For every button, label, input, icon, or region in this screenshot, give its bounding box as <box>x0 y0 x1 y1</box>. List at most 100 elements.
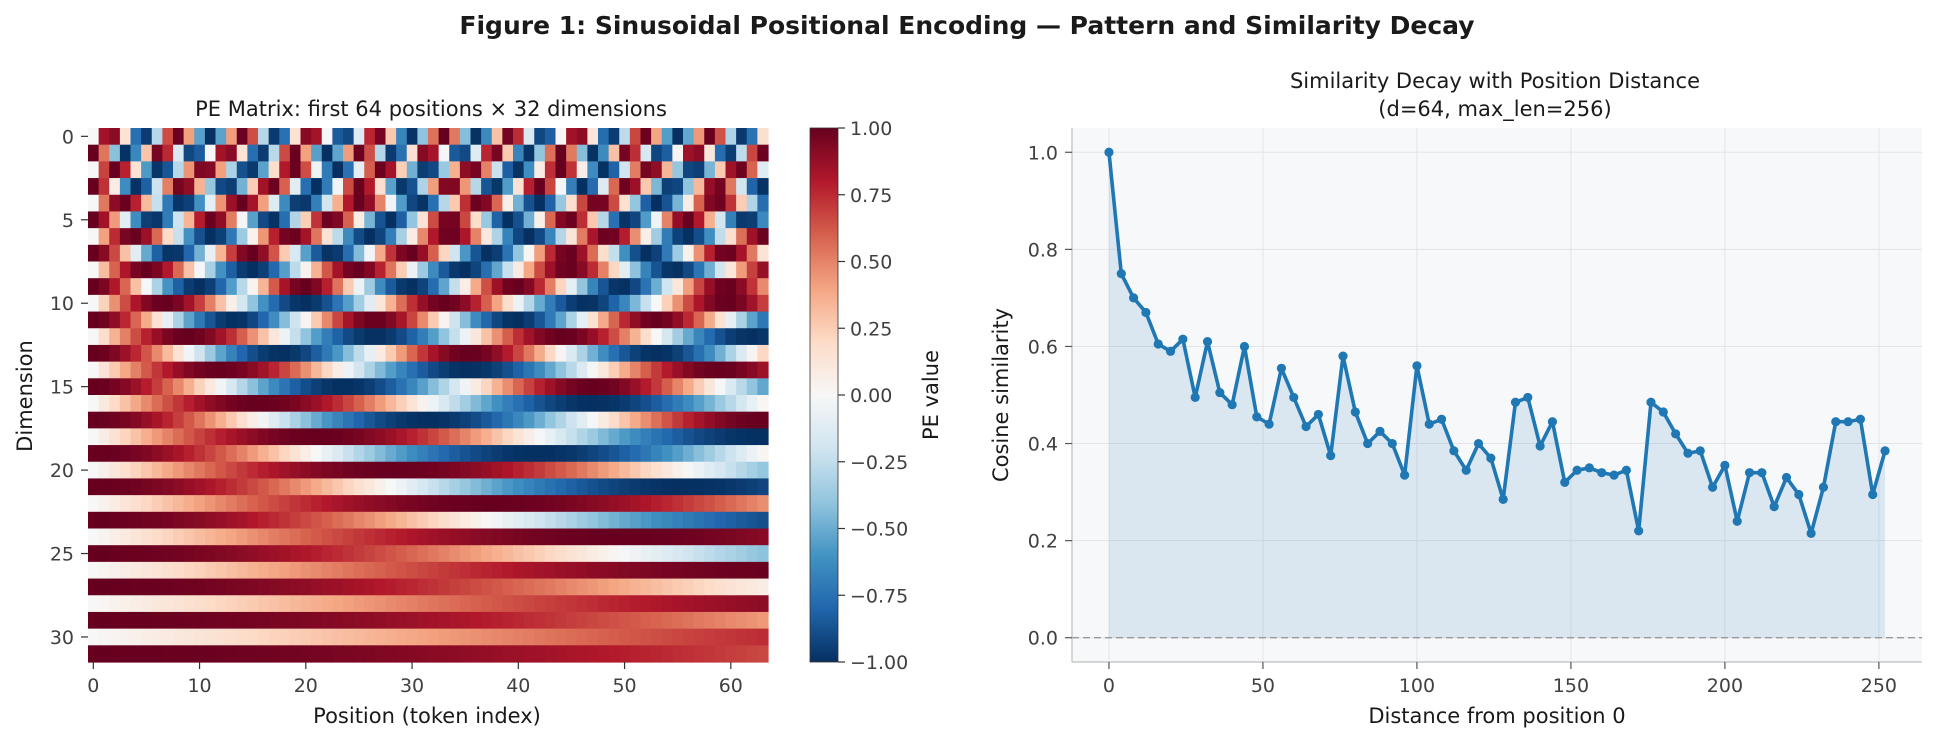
heatmap-cell <box>374 128 387 146</box>
heatmap-cell <box>173 244 185 263</box>
heatmap-cell <box>704 361 716 379</box>
heatmap-cell <box>88 194 100 213</box>
heatmap-cell <box>544 328 557 346</box>
heatmap-cell <box>523 445 535 463</box>
x-tick-label: 40 <box>506 675 530 697</box>
heatmap-cell <box>194 328 206 346</box>
heatmap-cell <box>332 344 344 363</box>
heatmap-cell <box>300 495 312 513</box>
heatmap-cell <box>704 228 716 246</box>
heatmap-cell <box>173 528 185 546</box>
heatmap-cell <box>502 128 514 146</box>
heatmap-cell <box>119 178 132 196</box>
heatmap-cell <box>608 395 620 413</box>
heatmap-cell <box>672 328 684 346</box>
heatmap-cell <box>544 445 557 463</box>
heatmap-cell <box>406 194 418 213</box>
heatmap-cell <box>513 361 525 379</box>
heatmap-cell <box>236 161 248 179</box>
heatmap-cell <box>374 328 387 346</box>
heatmap-cell <box>714 244 727 263</box>
heatmap-cell <box>374 495 387 513</box>
heatmap-cell <box>513 478 525 496</box>
heatmap-cell <box>672 578 684 596</box>
heatmap-cell <box>746 144 758 162</box>
heatmap-cell <box>119 528 132 546</box>
heatmap-cell <box>247 328 259 346</box>
heatmap-cell <box>566 611 578 630</box>
heatmap-cell <box>438 628 450 646</box>
heatmap-cell <box>534 478 546 496</box>
heatmap-cell <box>598 628 610 646</box>
x-tick-label: 50 <box>612 675 636 697</box>
heatmap-cell <box>629 545 642 563</box>
heatmap-cell <box>693 611 705 630</box>
heatmap-cell <box>576 611 588 630</box>
heatmap-cell <box>300 645 312 663</box>
heatmap-cell <box>279 311 291 329</box>
heatmap-cell <box>619 578 631 596</box>
heatmap-cell <box>598 211 610 229</box>
heatmap-cell <box>587 228 599 246</box>
heatmap-cell <box>555 545 567 563</box>
heatmap-cell <box>204 561 217 580</box>
heatmap-cell <box>417 545 429 563</box>
heatmap-cell <box>683 595 695 613</box>
heatmap-cell <box>725 511 737 530</box>
heatmap-cell <box>598 178 610 196</box>
heatmap-cell <box>544 228 557 246</box>
heatmap-cell <box>300 294 312 313</box>
heatmap-cell <box>481 595 493 613</box>
heatmap-cell <box>236 244 248 263</box>
heatmap-cell <box>513 645 525 663</box>
heatmap-cell <box>513 445 525 463</box>
heatmap-cell <box>449 645 461 663</box>
heatmap-cell <box>449 595 461 613</box>
heatmap-cell <box>173 478 185 496</box>
heatmap-cell <box>385 361 397 379</box>
heatmap-cell <box>704 461 716 480</box>
heatmap-cell <box>566 328 578 346</box>
heatmap-cell <box>98 144 110 162</box>
heatmap-cell <box>321 445 333 463</box>
heatmap-cell <box>704 645 716 663</box>
data-point <box>1695 446 1705 456</box>
x-tick-label: 0 <box>87 675 99 697</box>
heatmap-cell <box>523 578 535 596</box>
heatmap-cell <box>385 211 397 229</box>
heatmap-cell <box>470 344 482 363</box>
heatmap-cell <box>576 528 588 546</box>
heatmap-cell <box>672 545 684 563</box>
heatmap-cell <box>544 261 557 279</box>
heatmap-cell <box>204 294 217 313</box>
heatmap-cell <box>704 628 716 646</box>
heatmap-cell <box>555 595 567 613</box>
heatmap-cell <box>683 311 695 329</box>
heatmap-cell <box>693 278 705 296</box>
heatmap-cell <box>130 628 142 646</box>
heatmap-cell <box>672 294 684 313</box>
heatmap-cell <box>417 294 429 313</box>
heatmap-cell <box>173 161 185 179</box>
heatmap-cell <box>417 561 429 580</box>
heatmap-cell <box>449 445 461 463</box>
heatmap-cell <box>661 595 673 613</box>
heatmap-cell <box>321 278 333 296</box>
heatmap-cell <box>311 561 323 580</box>
heatmap-cell <box>417 511 429 530</box>
heatmap-cell <box>215 511 227 530</box>
heatmap-cell <box>321 378 333 396</box>
heatmap-cell <box>746 328 758 346</box>
heatmap-cell <box>226 445 238 463</box>
heatmap-cell <box>247 578 259 596</box>
heatmap-cell <box>566 495 578 513</box>
heatmap-cell <box>321 128 333 146</box>
heatmap-cell <box>640 194 652 213</box>
heatmap-cell <box>88 211 100 229</box>
heatmap-cell <box>204 595 217 613</box>
heatmap-cell <box>757 244 769 263</box>
heatmap-cell <box>598 144 610 162</box>
heatmap-cell <box>141 528 153 546</box>
heatmap-cell <box>343 445 355 463</box>
heatmap-cell <box>513 328 525 346</box>
